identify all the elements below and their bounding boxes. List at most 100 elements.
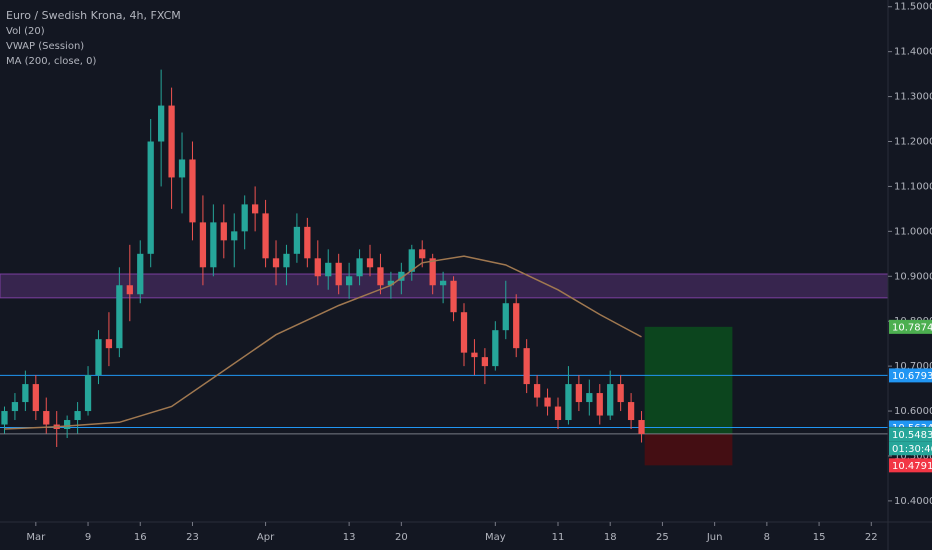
price-badge — [889, 427, 932, 442]
candle-body — [178, 159, 186, 178]
y-tick-label: 11.00000 — [894, 226, 932, 237]
x-tick-label: 25 — [656, 532, 669, 543]
x-tick-label: Apr — [257, 532, 275, 543]
candle-body — [189, 159, 196, 223]
axes: 10.4000010.5000010.6000010.7000010.80000… — [26, 2, 932, 543]
chart-title: Euro / Swedish Krona, 4h, FXCM — [6, 9, 181, 22]
candle-body — [43, 411, 50, 425]
candle-body — [116, 285, 123, 349]
candle-body — [84, 375, 92, 412]
zone — [0, 273, 889, 299]
candle-body — [137, 253, 144, 295]
candle-body — [251, 204, 259, 214]
candle-body — [314, 258, 321, 277]
candle-body — [126, 285, 133, 295]
candle-body — [450, 280, 457, 313]
x-tick-label: Mar — [26, 532, 46, 543]
candle-body — [586, 393, 593, 403]
candle-body — [95, 339, 102, 376]
candle-body — [11, 402, 19, 412]
countdown-label: 01:30:46 — [892, 444, 932, 455]
candle-body — [565, 384, 572, 421]
candle-body — [575, 384, 583, 403]
candle-body — [607, 384, 614, 416]
candle-body — [471, 352, 478, 358]
x-tick-label: 16 — [134, 532, 147, 543]
candle-body — [460, 312, 468, 353]
y-tick-label: 10.70000 — [894, 361, 932, 372]
x-tick-label: 23 — [186, 532, 199, 543]
price-badge — [889, 368, 932, 383]
candle-body — [293, 226, 301, 254]
candle-body — [168, 105, 175, 178]
candle-body — [492, 330, 499, 367]
candle-body — [1, 411, 8, 425]
y-tick-label: 11.50000 — [894, 2, 932, 13]
candle-body — [241, 204, 248, 232]
y-tick-label: 10.40000 — [894, 496, 932, 507]
price-badge — [889, 458, 932, 473]
candle-body — [345, 276, 353, 286]
price-badge-label: 10.47914 — [892, 461, 932, 472]
candle-body — [513, 303, 520, 349]
candle-body — [617, 384, 624, 403]
candle-body — [272, 258, 280, 268]
x-tick-label: May — [485, 532, 506, 543]
candle-body — [408, 249, 415, 272]
x-tick-label: 13 — [343, 532, 356, 543]
price-badge-label: 10.78740 — [892, 322, 932, 333]
candle-body — [398, 271, 405, 281]
candle-body — [64, 420, 71, 430]
x-tick-label: Jun — [706, 532, 723, 543]
x-tick-label: 9 — [85, 532, 91, 543]
y-tick-label: 11.10000 — [894, 181, 932, 192]
y-tick-label: 10.90000 — [894, 271, 932, 282]
candle-body — [304, 226, 311, 259]
moving-average — [4, 255, 642, 430]
candle-body — [283, 253, 290, 268]
candle-body — [627, 402, 635, 421]
candle-body — [502, 303, 509, 331]
candle-body — [596, 393, 603, 416]
candle-body — [366, 258, 374, 268]
candle-body — [638, 420, 645, 434]
candle-body — [429, 258, 436, 286]
candle-body — [356, 258, 363, 277]
indicator-label: VWAP (Session) — [6, 41, 84, 52]
candle-body — [533, 384, 541, 398]
y-tick-label: 11.40000 — [894, 47, 932, 58]
candle-body — [105, 339, 113, 349]
plot-area — [0, 69, 889, 466]
candle-body — [325, 262, 332, 277]
candle-body — [220, 222, 227, 241]
candle-body — [32, 384, 39, 412]
candle-body — [158, 105, 165, 142]
x-tick-label: 11 — [552, 532, 565, 543]
candle-body — [231, 231, 238, 241]
x-tick-label: 15 — [813, 532, 826, 543]
y-tick-label: 11.30000 — [894, 92, 932, 103]
candle-body — [419, 249, 426, 259]
price-badge — [889, 319, 932, 334]
candle-body — [199, 222, 207, 268]
y-tick-label: 10.50000 — [894, 451, 932, 462]
candle-body — [335, 262, 342, 286]
price-badge-label: 10.67936 — [892, 371, 932, 382]
x-tick-label: 22 — [865, 532, 878, 543]
candle-body — [554, 406, 562, 421]
x-tick-label: 18 — [604, 532, 617, 543]
countdown-badge — [889, 441, 932, 456]
candle-body — [74, 411, 81, 421]
x-tick-label: 8 — [764, 532, 770, 543]
indicator-label: MA (200, close, 0) — [6, 56, 96, 67]
candle-body — [387, 280, 395, 286]
candle-body — [377, 267, 384, 286]
candle-body — [262, 213, 269, 259]
indicator-label: Vol (20) — [6, 26, 45, 37]
loss-zone — [644, 433, 733, 466]
candle-body — [22, 384, 29, 403]
candle-body — [481, 357, 489, 367]
